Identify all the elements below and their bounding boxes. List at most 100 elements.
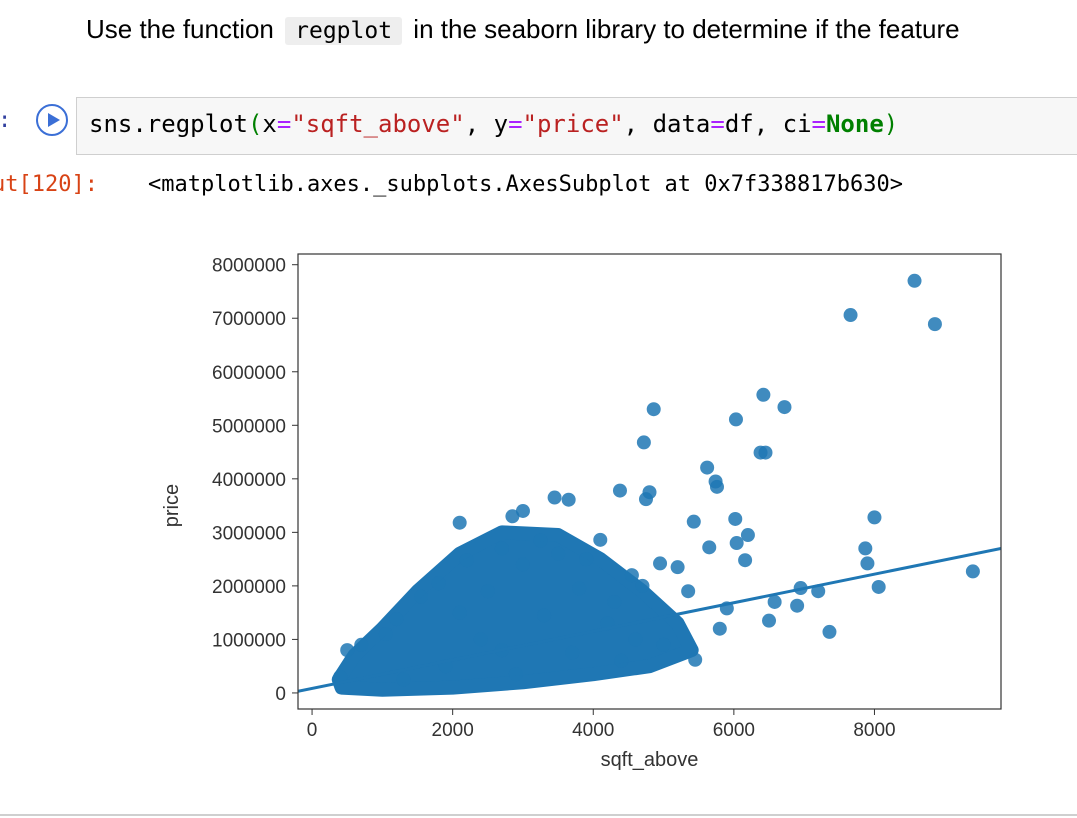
scatter-point [614, 653, 629, 668]
scatter-point [593, 532, 608, 547]
y-tick-label: 2000000 [212, 577, 286, 598]
scatter-point [378, 627, 393, 642]
scatter-point [758, 445, 773, 460]
code-token: sns.regplot [89, 110, 248, 138]
scatter-point [867, 510, 882, 525]
output-text: <matplotlib.axes._subplots.AxesSubplot a… [148, 172, 903, 197]
scatter-point [927, 317, 942, 332]
scatter-point [505, 509, 520, 524]
x-tick-label: 6000 [713, 720, 755, 741]
scatter-point [414, 589, 429, 604]
code-token: "sqft_above" [291, 110, 465, 138]
scatter-point [653, 556, 668, 571]
y-tick-label: 3000000 [212, 523, 286, 544]
code-cell-editor[interactable]: sns.regplot(x="sqft_above", y="price", d… [76, 97, 1077, 155]
scatter-point [480, 584, 495, 599]
scatter-point [354, 637, 369, 652]
scatter-point [612, 483, 627, 498]
scatter-point [702, 540, 717, 555]
scatter-point [688, 652, 703, 667]
scatter-point [533, 533, 548, 548]
scatter-point [860, 556, 875, 571]
x-tick-label: 4000 [572, 720, 614, 741]
scatter-point [656, 637, 671, 652]
scatter-point [396, 672, 411, 687]
y-tick-label: 1000000 [212, 630, 286, 651]
scatter-point [340, 643, 355, 658]
code-token: None [825, 110, 884, 138]
scatter-point [670, 560, 685, 575]
code-token: data [652, 110, 711, 138]
code-token: , [623, 110, 653, 138]
code-token: , [464, 110, 494, 138]
scatter-point [624, 568, 639, 583]
scatter-point [712, 621, 727, 636]
code-token: y [493, 110, 509, 138]
x-tick-label: 8000 [853, 720, 895, 741]
scatter-point [790, 598, 805, 613]
run-cell-button[interactable] [36, 104, 68, 136]
y-axis-label: price [161, 484, 183, 527]
scatter-point [700, 460, 715, 475]
scatter-point [740, 528, 755, 543]
scatter-point [572, 581, 587, 596]
code-token: = [276, 110, 292, 138]
dense-point-cloud [331, 525, 699, 697]
regplot-chart: 0 2000 4000 6000 8000 0 1000000 2000000 3000000 4… [161, 253, 1002, 771]
x-axis-label: sqft_above [601, 749, 699, 771]
x-tick-label: 0 [307, 720, 318, 741]
plot-frame [297, 253, 1002, 710]
scatter-point [515, 557, 530, 572]
markdown-text-before: Use the function [86, 14, 274, 44]
scatter-point [389, 612, 404, 627]
scatter-point [646, 402, 661, 417]
scatter-point [607, 594, 622, 609]
code-token: x [262, 110, 277, 138]
scatter-point [561, 492, 576, 507]
x-tick-label: 2000 [432, 720, 474, 741]
scatter-point [686, 514, 701, 529]
markdown-text: Use the function regplot in the seaborn … [86, 14, 960, 45]
code-token: = [710, 110, 725, 138]
plot-area [298, 273, 1001, 697]
code-token: = [811, 110, 826, 138]
y-tick-label: 6000000 [212, 363, 286, 384]
inline-code-regplot: regplot [285, 17, 403, 45]
markdown-text-after: in the seaborn library to determine if t… [413, 14, 960, 44]
scatter-point [431, 576, 446, 591]
scatter-point [547, 490, 562, 505]
y-tick-label: 4000000 [212, 470, 286, 491]
scatter-point [636, 435, 651, 450]
code-token: ( [247, 110, 263, 138]
scatter-point [708, 474, 723, 489]
code-line: sns.regplot(x="sqft_above", y="price", d… [89, 110, 898, 138]
scatter-point [494, 541, 509, 556]
scatter-point [508, 667, 523, 682]
scatter-point [579, 552, 594, 567]
scatter-point [728, 412, 743, 427]
scatter-point [333, 669, 348, 684]
scatter-point [822, 624, 837, 639]
input-prompt: : [0, 108, 11, 133]
scatter-point [843, 308, 858, 323]
scatter-point [728, 511, 743, 526]
scatter-point [871, 579, 886, 594]
scatter-point [777, 400, 792, 415]
scatter-point [452, 515, 467, 530]
scatter-point [638, 492, 653, 507]
scatter-point [729, 536, 744, 551]
scatter-point [907, 273, 922, 288]
scatter-point [635, 578, 650, 593]
scatter-point [756, 387, 771, 402]
scatter-point [738, 553, 753, 568]
scatter-point [681, 584, 696, 599]
scatter-point [767, 594, 782, 609]
scatter-point [515, 503, 530, 518]
scatter-point [628, 632, 643, 647]
scatter-point [473, 632, 488, 647]
scatter-point [551, 546, 566, 561]
regression-line [298, 546, 1001, 693]
y-tick-label: 5000000 [212, 416, 286, 437]
scatter-point [965, 564, 980, 579]
scatter-point [452, 605, 467, 620]
